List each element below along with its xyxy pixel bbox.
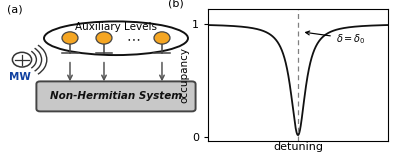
Text: $\delta = \delta_0$: $\delta = \delta_0$ xyxy=(306,31,366,46)
Text: (a): (a) xyxy=(7,5,23,15)
Circle shape xyxy=(96,32,112,44)
Text: Auxiliary Levels: Auxiliary Levels xyxy=(75,22,157,32)
Text: (b): (b) xyxy=(168,0,184,9)
FancyBboxPatch shape xyxy=(36,81,196,111)
Text: MW: MW xyxy=(9,71,31,82)
Text: Non-Hermitian System: Non-Hermitian System xyxy=(50,91,182,101)
Text: $\cdots$: $\cdots$ xyxy=(126,31,140,45)
X-axis label: detuning: detuning xyxy=(273,142,323,152)
Y-axis label: occupancy: occupancy xyxy=(179,47,189,103)
Circle shape xyxy=(154,32,170,44)
Circle shape xyxy=(62,32,78,44)
